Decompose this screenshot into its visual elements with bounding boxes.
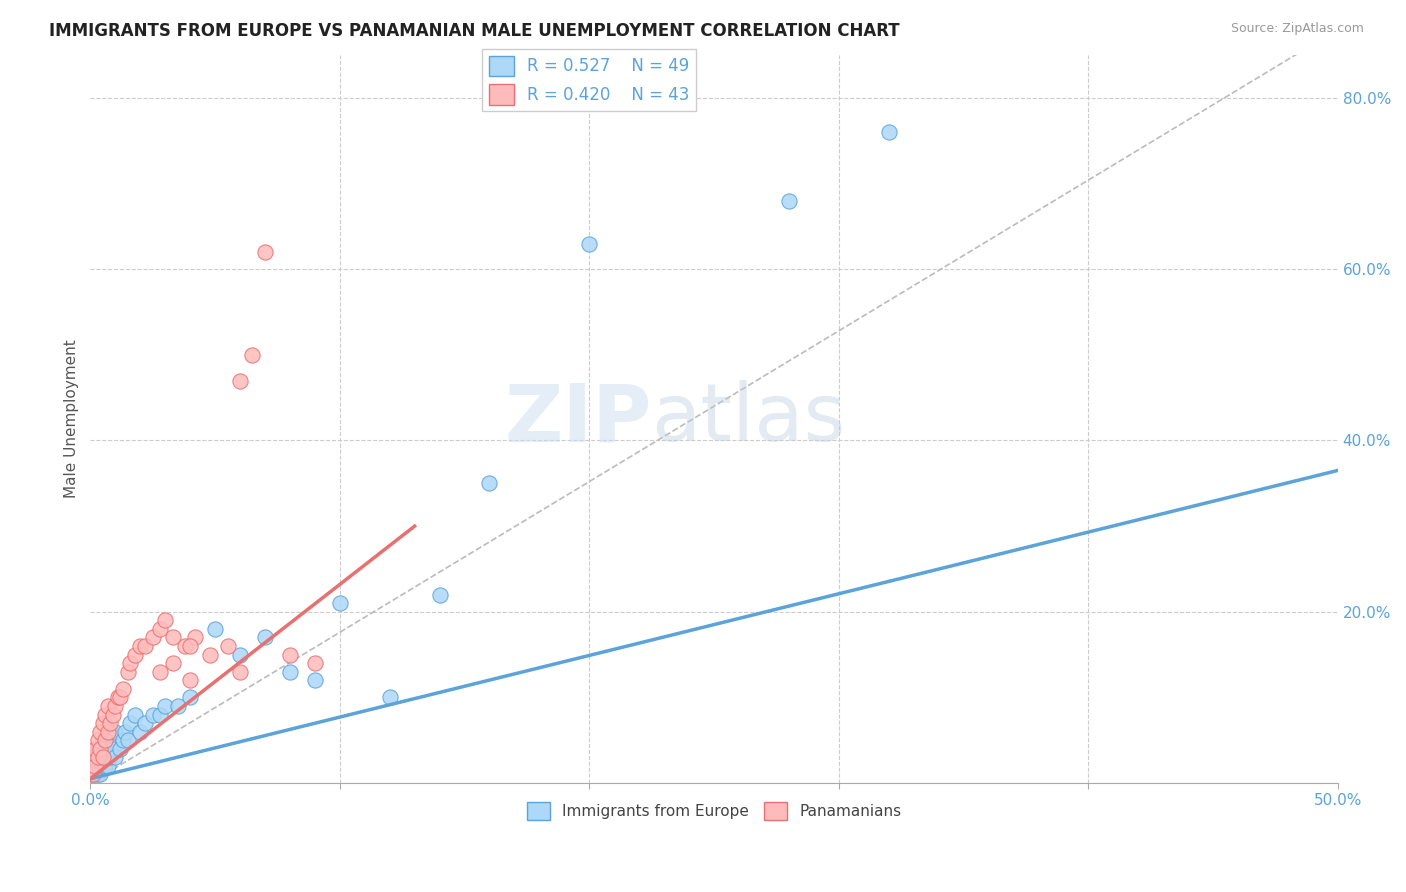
Point: [94, 759, 117, 773]
Point: [329, 596, 352, 610]
Point: [149, 622, 172, 636]
Point: [104, 724, 127, 739]
Point: [179, 639, 201, 653]
Point: [89, 741, 111, 756]
Point: [149, 665, 172, 679]
Point: [877, 125, 900, 139]
Point: [134, 639, 156, 653]
Point: [98, 724, 121, 739]
Point: [120, 716, 142, 731]
Point: [97, 733, 120, 747]
Point: [149, 707, 172, 722]
Point: [87, 741, 110, 756]
Point: [204, 622, 226, 636]
Point: [91, 750, 114, 764]
Point: [89, 741, 111, 756]
Point: [242, 348, 264, 362]
Point: [124, 707, 146, 722]
Point: [91, 716, 114, 731]
Point: [478, 476, 501, 491]
Point: [101, 707, 124, 722]
Point: [184, 631, 207, 645]
Point: [87, 733, 110, 747]
Point: [117, 733, 139, 747]
Point: [134, 716, 156, 731]
Point: [179, 690, 201, 705]
Point: [153, 613, 176, 627]
Point: [229, 665, 252, 679]
Point: [304, 656, 326, 670]
Point: [229, 648, 252, 662]
Point: [97, 698, 120, 713]
Point: [94, 741, 117, 756]
Point: [82, 750, 104, 764]
Point: [217, 639, 239, 653]
Point: [84, 759, 107, 773]
Point: [82, 767, 104, 781]
Point: [174, 639, 197, 653]
Point: [142, 631, 165, 645]
Point: [129, 639, 152, 653]
Point: [91, 733, 114, 747]
Point: [253, 631, 276, 645]
Legend: Immigrants from Europe, Panamanians: Immigrants from Europe, Panamanians: [520, 796, 907, 826]
Point: [97, 724, 120, 739]
Point: [198, 648, 221, 662]
Point: [84, 750, 107, 764]
Point: [117, 665, 139, 679]
Point: [82, 767, 104, 781]
Text: atlas: atlas: [651, 380, 846, 458]
Point: [94, 707, 117, 722]
Point: [778, 194, 800, 208]
Point: [153, 698, 176, 713]
Point: [98, 750, 121, 764]
Point: [104, 750, 127, 764]
Point: [110, 690, 132, 705]
Point: [87, 759, 110, 773]
Point: [278, 665, 301, 679]
Text: IMMIGRANTS FROM EUROPE VS PANAMANIAN MALE UNEMPLOYMENT CORRELATION CHART: IMMIGRANTS FROM EUROPE VS PANAMANIAN MAL…: [49, 22, 900, 40]
Point: [129, 724, 152, 739]
Point: [304, 673, 326, 688]
Point: [89, 767, 111, 781]
Point: [179, 673, 201, 688]
Point: [94, 733, 117, 747]
Point: [124, 648, 146, 662]
Point: [166, 698, 188, 713]
Point: [91, 750, 114, 764]
Point: [229, 374, 252, 388]
Point: [120, 656, 142, 670]
Point: [89, 750, 111, 764]
Point: [429, 588, 451, 602]
Point: [107, 690, 129, 705]
Point: [162, 631, 184, 645]
Point: [253, 245, 276, 260]
Point: [89, 724, 111, 739]
Point: [162, 656, 184, 670]
Point: [87, 767, 110, 781]
Point: [142, 707, 165, 722]
Point: [84, 741, 107, 756]
Point: [278, 648, 301, 662]
Point: [87, 750, 110, 764]
Point: [111, 681, 134, 696]
Point: [378, 690, 401, 705]
Point: [84, 767, 107, 781]
Point: [114, 724, 136, 739]
Point: [82, 750, 104, 764]
Point: [110, 741, 132, 756]
Point: [84, 759, 107, 773]
Point: [82, 759, 104, 773]
Point: [101, 741, 124, 756]
Point: [578, 236, 600, 251]
Text: Source: ZipAtlas.com: Source: ZipAtlas.com: [1230, 22, 1364, 36]
Text: ZIP: ZIP: [505, 380, 651, 458]
Point: [104, 698, 127, 713]
Point: [98, 716, 121, 731]
Point: [111, 733, 134, 747]
Point: [97, 759, 120, 773]
Y-axis label: Male Unemployment: Male Unemployment: [65, 340, 79, 499]
Point: [91, 759, 114, 773]
